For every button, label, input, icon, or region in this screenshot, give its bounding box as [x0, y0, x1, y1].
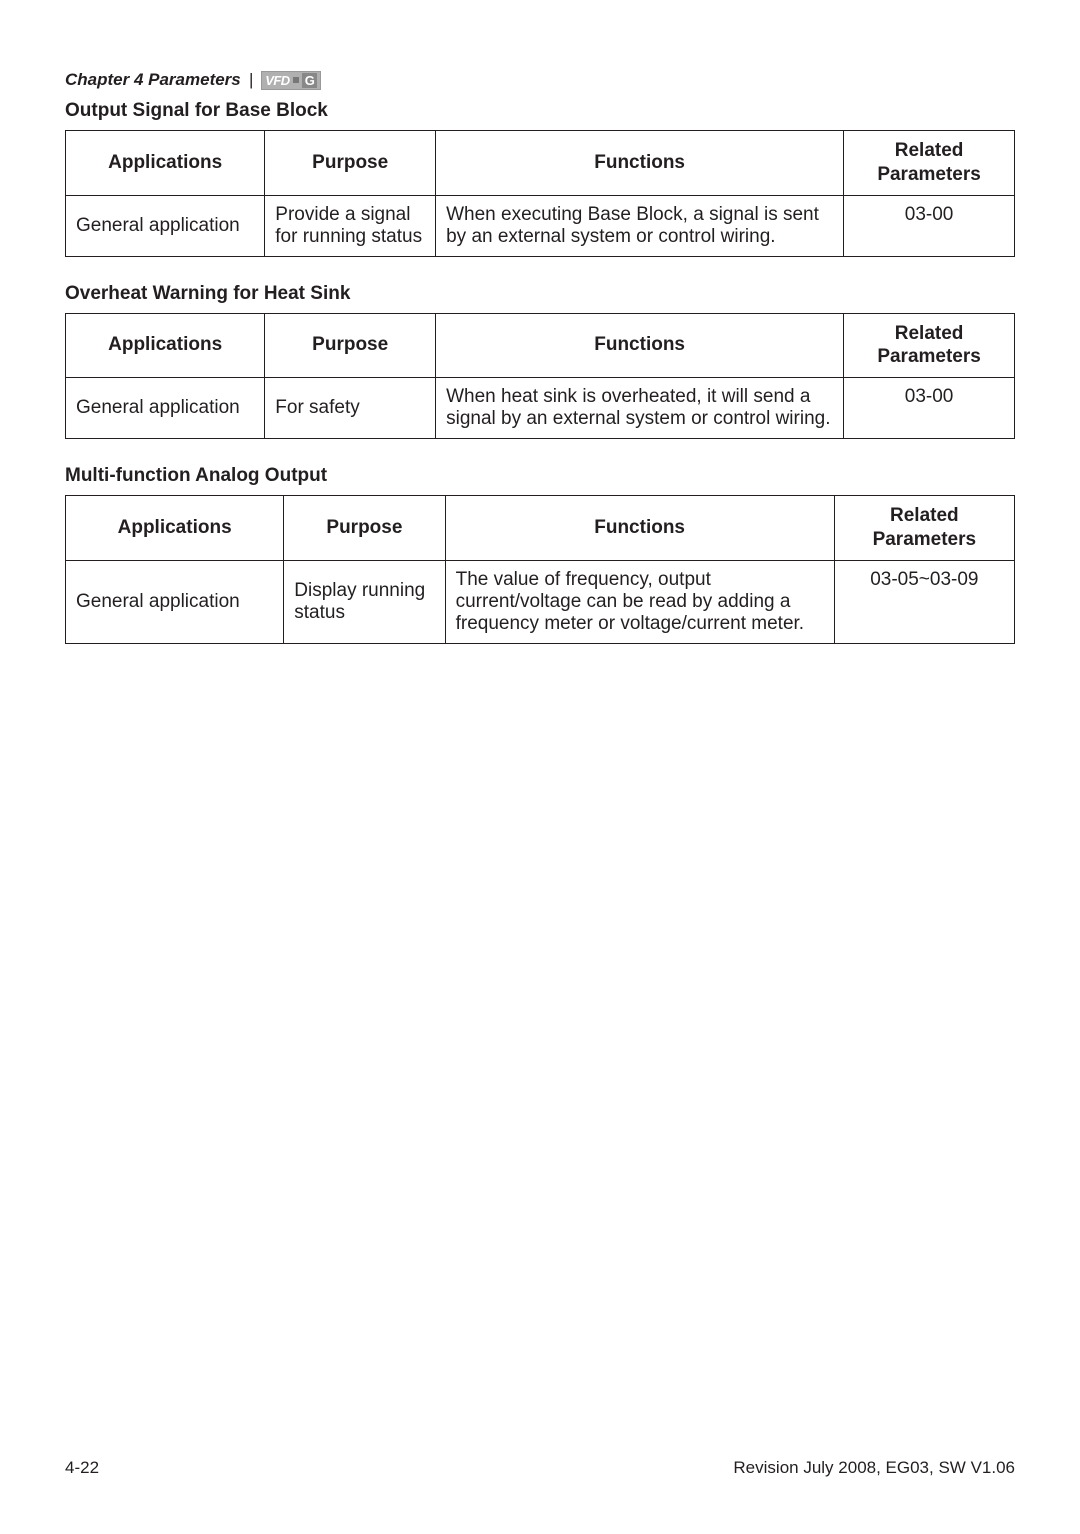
th-functions: Functions — [445, 496, 834, 561]
th-applications: Applications — [66, 131, 265, 196]
section-title-1: Output Signal for Base Block — [65, 100, 1015, 122]
table-header-row: Applications Purpose Functions Related P… — [66, 496, 1015, 561]
td-functions: When heat sink is overheated, it will se… — [436, 378, 844, 439]
table-row: General application For safety When heat… — [66, 378, 1015, 439]
td-related: 03-00 — [844, 195, 1015, 256]
th-purpose: Purpose — [284, 496, 445, 561]
table-row: General application Display running stat… — [66, 560, 1015, 643]
table-row: General application Provide a signal for… — [66, 195, 1015, 256]
th-applications: Applications — [66, 496, 284, 561]
chapter-divider: | — [249, 70, 253, 90]
table-base-block: Applications Purpose Functions Related P… — [65, 130, 1015, 257]
table-header-row: Applications Purpose Functions Related P… — [66, 313, 1015, 378]
td-applications: General application — [66, 378, 265, 439]
td-applications: General application — [66, 560, 284, 643]
td-related: 03-05~03-09 — [834, 560, 1014, 643]
section-title-3: Multi-function Analog Output — [65, 465, 1015, 487]
table-header-row: Applications Purpose Functions Related P… — [66, 131, 1015, 196]
td-functions: The value of frequency, output current/v… — [445, 560, 834, 643]
th-purpose: Purpose — [265, 131, 436, 196]
vfd-text: VFD — [265, 73, 290, 88]
vfd-g-icon: VFD G — [261, 71, 321, 90]
revision-text: Revision July 2008, EG03, SW V1.06 — [733, 1458, 1015, 1478]
th-functions: Functions — [436, 131, 844, 196]
td-applications: General application — [66, 195, 265, 256]
td-related: 03-00 — [844, 378, 1015, 439]
footer: 4-22 Revision July 2008, EG03, SW V1.06 — [65, 1458, 1015, 1478]
chapter-header: Chapter 4 Parameters | VFD G — [65, 70, 1015, 90]
th-related: Related Parameters — [844, 313, 1015, 378]
td-purpose: Display running status — [284, 560, 445, 643]
th-purpose: Purpose — [265, 313, 436, 378]
table-analog-output: Applications Purpose Functions Related P… — [65, 495, 1015, 644]
td-purpose: For safety — [265, 378, 436, 439]
chapter-title: Chapter 4 Parameters — [65, 70, 241, 90]
g-text: G — [302, 73, 318, 88]
td-functions: When executing Base Block, a signal is s… — [436, 195, 844, 256]
table-overheat: Applications Purpose Functions Related P… — [65, 313, 1015, 440]
td-purpose: Provide a signal for running status — [265, 195, 436, 256]
th-related: Related Parameters — [834, 496, 1014, 561]
th-functions: Functions — [436, 313, 844, 378]
section-title-2: Overheat Warning for Heat Sink — [65, 283, 1015, 305]
dot-icon — [293, 77, 299, 83]
page-number: 4-22 — [65, 1458, 99, 1478]
th-applications: Applications — [66, 313, 265, 378]
th-related: Related Parameters — [844, 131, 1015, 196]
